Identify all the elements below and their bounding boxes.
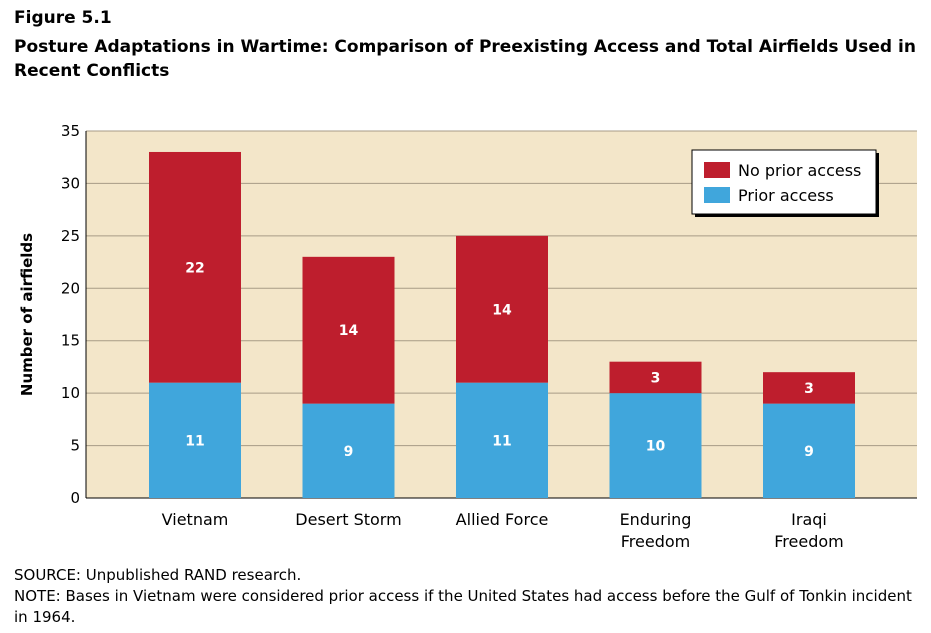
bar-value-label: 14 (339, 323, 359, 339)
bar-value-label: 14 (492, 302, 512, 318)
bar-prior-access (609, 393, 702, 498)
x-tick-label: Allied Force (456, 510, 549, 529)
stacked-bar-chart: 0 5 10 15 20 25 30 35 Number of airfields 11 22 Vie… (18, 122, 917, 551)
x-tick-label: Vietnam (162, 510, 229, 529)
legend-swatch (704, 187, 730, 203)
bar-prior-access (763, 403, 855, 498)
bar-no-prior-access (149, 151, 241, 383)
y-tick-label: 10 (61, 384, 80, 402)
bar-value-label: 11 (185, 433, 204, 449)
bar-value-label: 10 (646, 439, 666, 455)
bar-value-label: 22 (185, 260, 204, 276)
bar-value-label: 3 (804, 381, 814, 397)
figure-notes: SOURCE: Unpublished RAND research. NOTE:… (14, 565, 919, 628)
bar-no-prior-access (609, 361, 702, 394)
source-note: SOURCE: Unpublished RAND research. (14, 566, 302, 584)
bar-value-label: 11 (492, 433, 511, 449)
explanatory-note: NOTE: Bases in Vietnam were considered p… (14, 587, 912, 626)
bar-value-label: 9 (344, 444, 354, 460)
bar-value-label: 3 (651, 370, 661, 386)
x-tick-label: Freedom (621, 532, 690, 551)
figure-title: Posture Adaptations in Wartime: Comparis… (14, 37, 916, 81)
legend-box (691, 149, 877, 215)
bar-no-prior-access (302, 256, 395, 404)
x-tick-label: Desert Storm (295, 510, 401, 529)
y-tick-label: 25 (61, 227, 80, 245)
legend-label: No prior access (738, 161, 861, 180)
bar-prior-access (456, 382, 548, 498)
y-tick-label: 30 (61, 174, 80, 192)
bar-prior-access (149, 382, 241, 498)
x-tick-label: Enduring (620, 510, 692, 529)
figure-label: Figure 5.1 (14, 8, 112, 28)
legend-label: Prior access (738, 186, 834, 205)
y-tick-label: 35 (61, 122, 80, 140)
bar-value-label: 9 (804, 444, 814, 460)
bar-no-prior-access (456, 235, 548, 383)
y-tick-label: 15 (61, 332, 80, 350)
x-tick-label: Freedom (774, 532, 843, 551)
bar-prior-access (302, 403, 395, 498)
y-tick-label: 5 (70, 437, 80, 455)
y-axis-label: Number of airfields (18, 233, 36, 396)
x-tick-label: Iraqi (791, 510, 827, 529)
bar-no-prior-access (763, 372, 855, 404)
y-tick-label: 0 (70, 489, 80, 507)
legend-swatch (704, 162, 730, 178)
y-tick-label: 20 (61, 279, 80, 297)
